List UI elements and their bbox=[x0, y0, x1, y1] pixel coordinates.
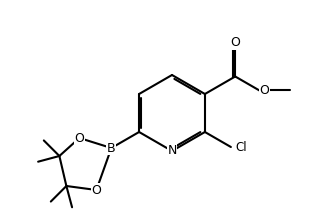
Text: O: O bbox=[74, 131, 84, 145]
Text: N: N bbox=[167, 145, 177, 158]
Text: B: B bbox=[107, 141, 116, 154]
Text: O: O bbox=[230, 36, 240, 49]
Text: O: O bbox=[91, 183, 101, 196]
Text: O: O bbox=[260, 84, 269, 97]
Text: Cl: Cl bbox=[235, 141, 247, 154]
